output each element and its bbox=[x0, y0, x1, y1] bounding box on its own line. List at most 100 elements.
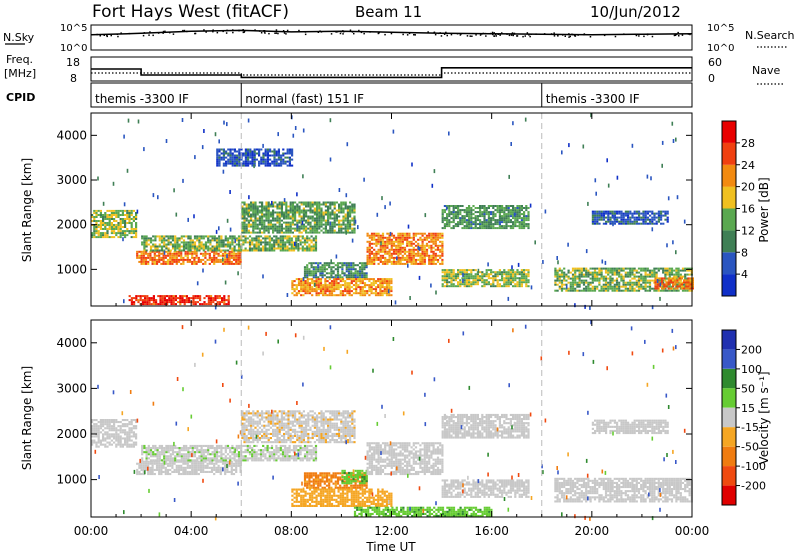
heatmap-cell bbox=[218, 154, 221, 157]
heatmap-cell bbox=[213, 252, 216, 255]
heatmap-cell bbox=[181, 301, 184, 304]
noise-point bbox=[456, 33, 459, 35]
heatmap-cell bbox=[316, 205, 319, 208]
heatmap-cell bbox=[316, 203, 319, 206]
heatmap-cell bbox=[124, 230, 127, 233]
heatmap-cell bbox=[325, 268, 329, 271]
heatmap-cell bbox=[258, 164, 261, 167]
heatmap-cell bbox=[306, 235, 309, 238]
heatmap-cell bbox=[421, 234, 424, 237]
heatmap-cell bbox=[609, 267, 612, 270]
heatmap-cell bbox=[317, 284, 320, 287]
heatmap-cell bbox=[309, 225, 312, 228]
heatmap-cell bbox=[289, 231, 292, 234]
heatmap-cell bbox=[247, 150, 250, 153]
heatmap-cell bbox=[468, 209, 471, 212]
heatmap-cell bbox=[596, 222, 599, 225]
heatmap-cell bbox=[172, 295, 175, 298]
heatmap-cell bbox=[470, 225, 473, 228]
heatmap-cell bbox=[254, 205, 257, 208]
heatmap-cell bbox=[257, 237, 260, 240]
noise-point bbox=[433, 31, 436, 34]
heatmap-speckle bbox=[672, 240, 674, 245]
heatmap-cell bbox=[117, 232, 120, 235]
heatmap-cell bbox=[419, 238, 422, 241]
heatmap-cell bbox=[479, 211, 482, 214]
heatmap-cell bbox=[472, 275, 475, 278]
heatmap-cell bbox=[660, 216, 663, 219]
heatmap-cell bbox=[505, 277, 508, 280]
heatmap-cell bbox=[518, 285, 521, 288]
heatmap-cell bbox=[280, 209, 283, 212]
heatmap-cell bbox=[163, 243, 166, 246]
heatmap-cell bbox=[368, 280, 371, 283]
heatmap-cell bbox=[397, 232, 400, 235]
heatmap-cell bbox=[620, 273, 623, 276]
noise-point bbox=[242, 31, 245, 34]
heatmap-cell bbox=[245, 205, 248, 208]
heatmap-cell bbox=[153, 252, 156, 255]
heatmap-cell bbox=[448, 209, 451, 212]
heatmap-cell bbox=[242, 239, 245, 242]
noise-point bbox=[493, 32, 495, 34]
heatmap-cell bbox=[298, 231, 301, 234]
heatmap-cell bbox=[388, 232, 391, 235]
heatmap-cell bbox=[309, 201, 312, 204]
heatmap-cell bbox=[333, 203, 336, 206]
heatmap-cell bbox=[119, 220, 122, 222]
heatmap-cell bbox=[618, 267, 621, 270]
heatmap-cell bbox=[390, 260, 393, 263]
heatmap-cell bbox=[261, 213, 264, 216]
heatmap-cell bbox=[338, 209, 341, 212]
heatmap-cell bbox=[329, 201, 332, 204]
heatmap-cell bbox=[395, 262, 398, 265]
heatmap-cell bbox=[381, 262, 385, 265]
heatmap-cell bbox=[417, 242, 420, 245]
noise-point bbox=[562, 34, 564, 36]
heatmap-cell bbox=[361, 288, 364, 291]
heatmap-cell bbox=[374, 294, 378, 297]
heatmap-cell bbox=[320, 203, 323, 206]
heatmap-speckle bbox=[445, 206, 448, 211]
heatmap-cell bbox=[670, 267, 674, 270]
heatmap-cell bbox=[167, 243, 170, 246]
heatmap-cell bbox=[357, 280, 360, 283]
heatmap-cell bbox=[141, 301, 144, 304]
heatmap-cell bbox=[613, 269, 616, 272]
heatmap-cell bbox=[461, 209, 464, 212]
heatmap-cell bbox=[300, 217, 303, 220]
heatmap-cell bbox=[204, 260, 207, 263]
heatmap-cell bbox=[215, 239, 219, 242]
heatmap-cell bbox=[368, 284, 371, 287]
heatmap-cell bbox=[353, 223, 356, 226]
heatmap-cell bbox=[379, 248, 382, 251]
heatmap-cell bbox=[434, 236, 437, 239]
heatmap-cell bbox=[173, 254, 176, 257]
heatmap-cell bbox=[171, 254, 174, 257]
heatmap-cell bbox=[492, 271, 495, 274]
heatmap-cell bbox=[390, 242, 393, 245]
heatmap-cell bbox=[565, 283, 568, 286]
heatmap-cell bbox=[232, 258, 236, 261]
heatmap-cell bbox=[615, 277, 619, 280]
heatmap-cell bbox=[651, 210, 654, 213]
heatmap-cell bbox=[688, 289, 691, 292]
heatmap-cell bbox=[241, 207, 244, 210]
heatmap-cell bbox=[215, 247, 219, 250]
heatmap-cell bbox=[329, 231, 332, 234]
heatmap-cell bbox=[443, 279, 446, 282]
heatmap-cell bbox=[479, 207, 482, 209]
heatmap-cell bbox=[192, 299, 195, 302]
heatmap-cell bbox=[124, 222, 127, 224]
heatmap-cell bbox=[657, 287, 660, 290]
heatmap-cell bbox=[518, 223, 521, 226]
heatmap-cell bbox=[668, 269, 671, 272]
heatmap-cell bbox=[487, 275, 490, 278]
heatmap-cell bbox=[395, 236, 398, 239]
heatmap-cell bbox=[377, 242, 380, 245]
heatmap-cell bbox=[373, 242, 376, 245]
heatmap-cell bbox=[267, 205, 270, 208]
heatmap-cell bbox=[509, 205, 512, 207]
heatmap-cell bbox=[604, 279, 608, 282]
heatmap-cell bbox=[173, 260, 176, 263]
